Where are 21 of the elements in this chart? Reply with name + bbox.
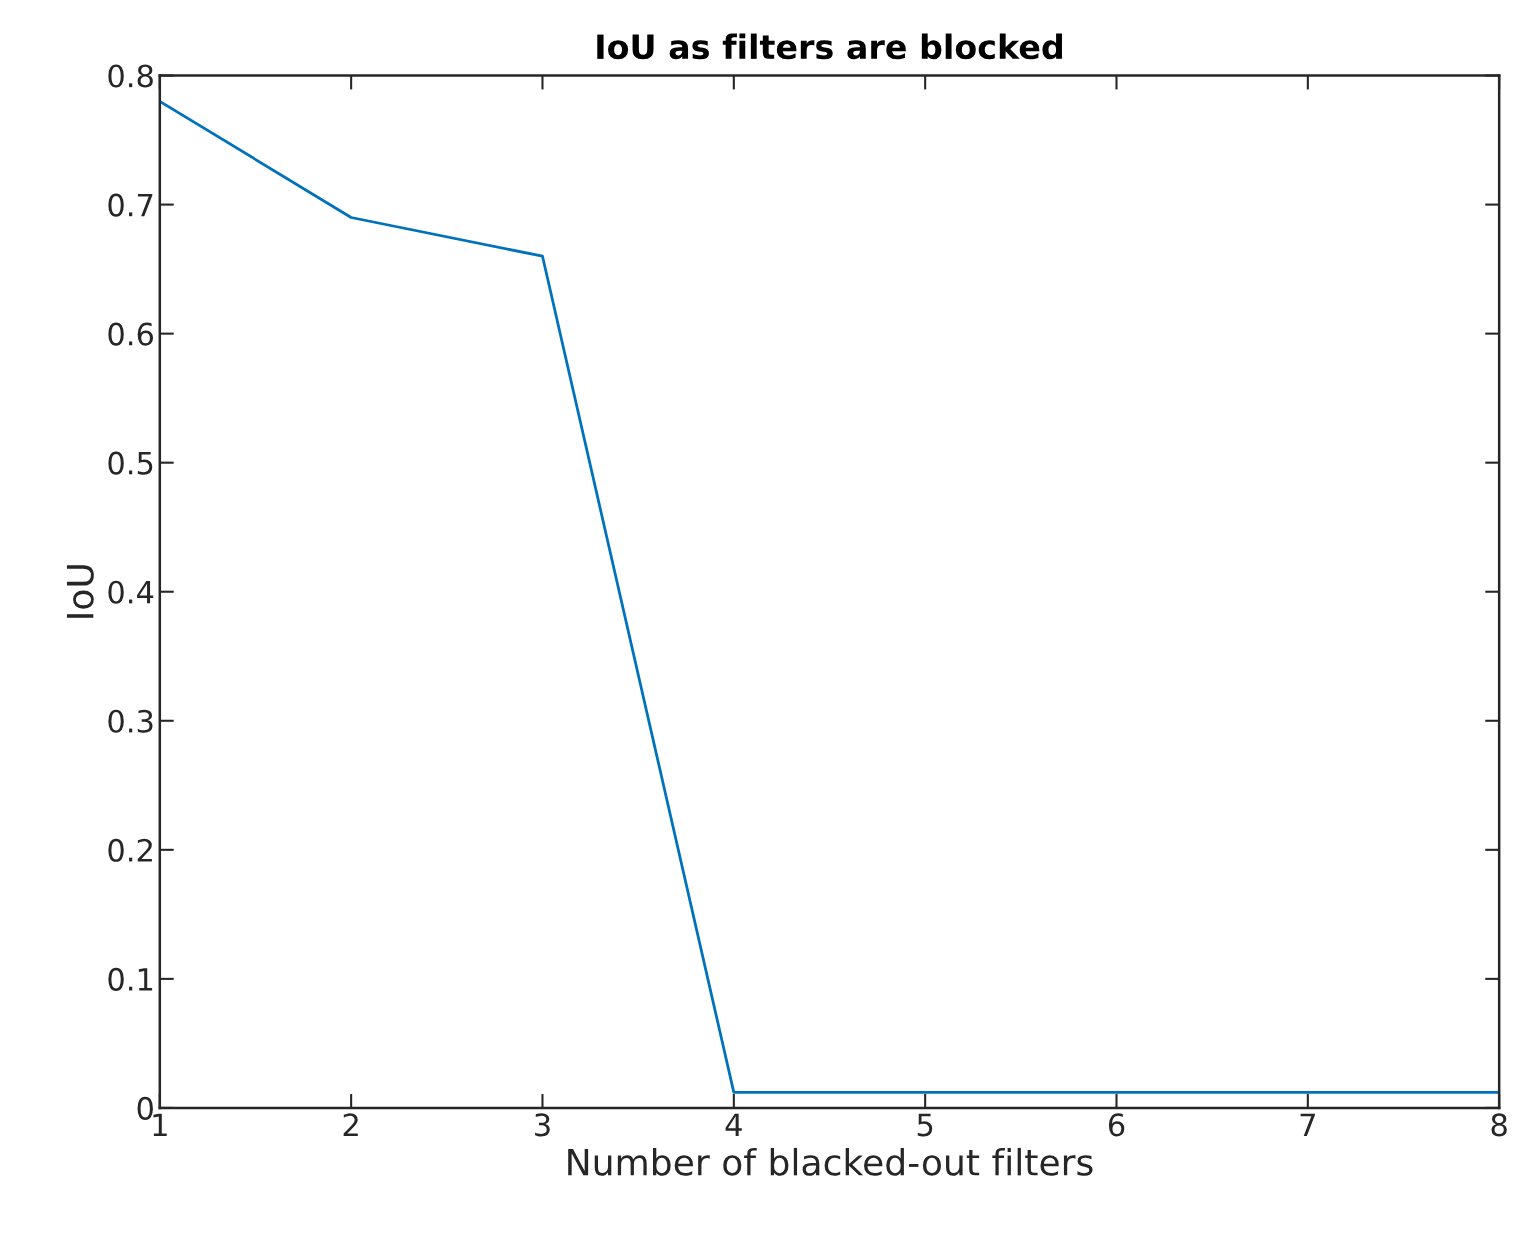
x-tick-label: 7 xyxy=(1300,1113,1315,1136)
x-tick-label: 1 xyxy=(153,1113,167,1136)
x-tick-label: 8 xyxy=(1491,1113,1507,1137)
y-tick-label: 0 xyxy=(137,1096,153,1120)
chart-title: IoU as filters are blocked xyxy=(597,33,1062,60)
x-tick-label: 5 xyxy=(917,1113,933,1137)
y-tick-label: 0.6 xyxy=(108,322,154,346)
y-tick-label: 0.1 xyxy=(108,967,153,991)
x-tick-label: 4 xyxy=(725,1113,742,1136)
x-axis-title: Number of blacked-out filters xyxy=(568,1147,1093,1176)
y-tick-label: 0.4 xyxy=(108,580,154,604)
y-tick-label: 0.5 xyxy=(108,451,153,475)
x-tick-label: 6 xyxy=(1108,1113,1125,1137)
line-series xyxy=(159,99,1500,1094)
x-tick-label: 2 xyxy=(343,1113,358,1136)
y-tick-label: 0.7 xyxy=(108,193,153,217)
y-tick-label: 0.2 xyxy=(108,838,152,862)
x-tick-label: 3 xyxy=(535,1113,550,1137)
y-axis-title: IoU xyxy=(66,565,94,618)
y-tick-label: 0.3 xyxy=(108,709,153,733)
y-tick-label: 0.8 xyxy=(108,64,153,88)
